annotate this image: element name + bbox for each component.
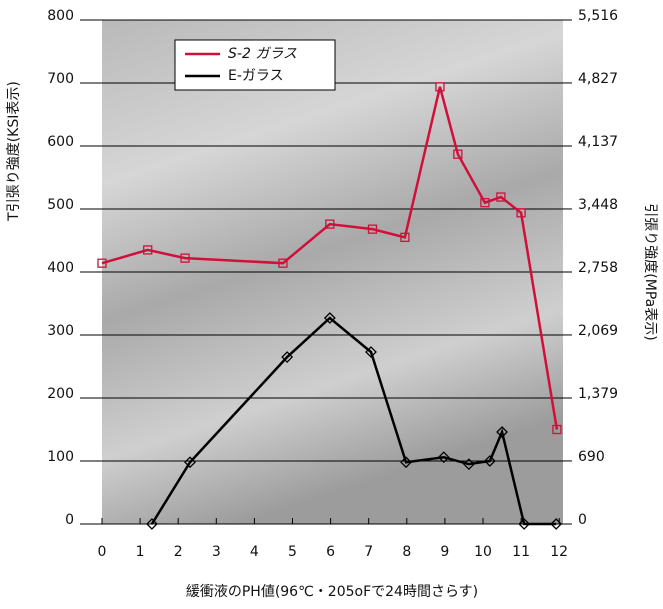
y-tick-label: 700 — [47, 71, 74, 87]
y2-tick-label: 2,069 — [578, 323, 618, 339]
y-tick-label: 600 — [47, 134, 74, 150]
y-tick-label: 500 — [47, 197, 74, 213]
y2-tick-label: 1,379 — [578, 386, 618, 402]
x-tick-label: 1 — [136, 544, 145, 560]
x-tick-label: 2 — [174, 544, 183, 560]
y2-axis-label: 引張り強度(MPa表示) — [642, 203, 658, 340]
x-tick-label: 5 — [288, 544, 297, 560]
y-tick-label: 200 — [47, 386, 74, 402]
x-tick-label: 7 — [364, 544, 373, 560]
x-tick-label: 4 — [250, 544, 259, 560]
y2-tick-label: 2,758 — [578, 260, 618, 276]
y2-tick-label: 4,137 — [578, 134, 618, 150]
y2-tick-label: 5,516 — [578, 8, 618, 24]
x-axis-label: 緩衝液のPH値(96℃・205oFで24時間さらす) — [186, 584, 478, 600]
chart: T引張り強度(KSI表示) 引張り強度(MPa表示) 緩衝液のPH値(96℃・2… — [0, 0, 663, 609]
legend-label: S-2 ガラス — [228, 46, 297, 62]
y2-tick-label: 0 — [578, 512, 587, 528]
y-tick-label: 300 — [47, 323, 74, 339]
y-tick-label: 800 — [47, 8, 74, 24]
x-tick-label: 11 — [512, 544, 530, 560]
y2-tick-label: 3,448 — [578, 197, 618, 213]
y-tick-label: 400 — [47, 260, 74, 276]
x-tick-label: 9 — [440, 544, 449, 560]
x-tick-label: 12 — [550, 544, 568, 560]
y2-tick-label: 690 — [578, 449, 605, 465]
x-tick-label: 10 — [474, 544, 492, 560]
y-tick-label: 100 — [47, 449, 74, 465]
y-axis-label: T引張り強度(KSI表示) — [6, 81, 22, 222]
y-tick-label: 0 — [65, 512, 74, 528]
x-tick-label: 0 — [98, 544, 107, 560]
y2-tick-label: 4,827 — [578, 71, 618, 87]
legend-label: E-ガラス — [228, 68, 284, 84]
x-tick-label: 6 — [326, 544, 335, 560]
x-tick-label: 8 — [402, 544, 411, 560]
x-tick-label: 3 — [212, 544, 221, 560]
